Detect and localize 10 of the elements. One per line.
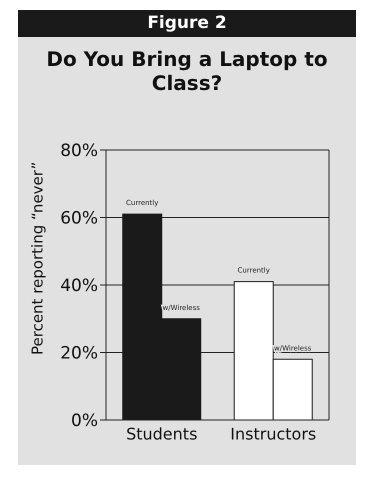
x-tick-label: Instructors: [230, 424, 316, 444]
y-tick-label: 60%: [60, 208, 98, 229]
chart-subtitle: Do You Bring a Laptop to Class?: [45, 47, 329, 95]
y-tick-label: 40%: [60, 276, 98, 296]
y-tick-label: 0%: [71, 411, 98, 432]
y-axis-title: Percent reporting “never”: [28, 162, 46, 355]
y-tick-label: 20%: [60, 344, 98, 364]
x-tick-label: Students: [126, 424, 198, 444]
y-tick-label: 80%: [60, 141, 98, 162]
chart-title: Figure 2: [18, 10, 356, 37]
